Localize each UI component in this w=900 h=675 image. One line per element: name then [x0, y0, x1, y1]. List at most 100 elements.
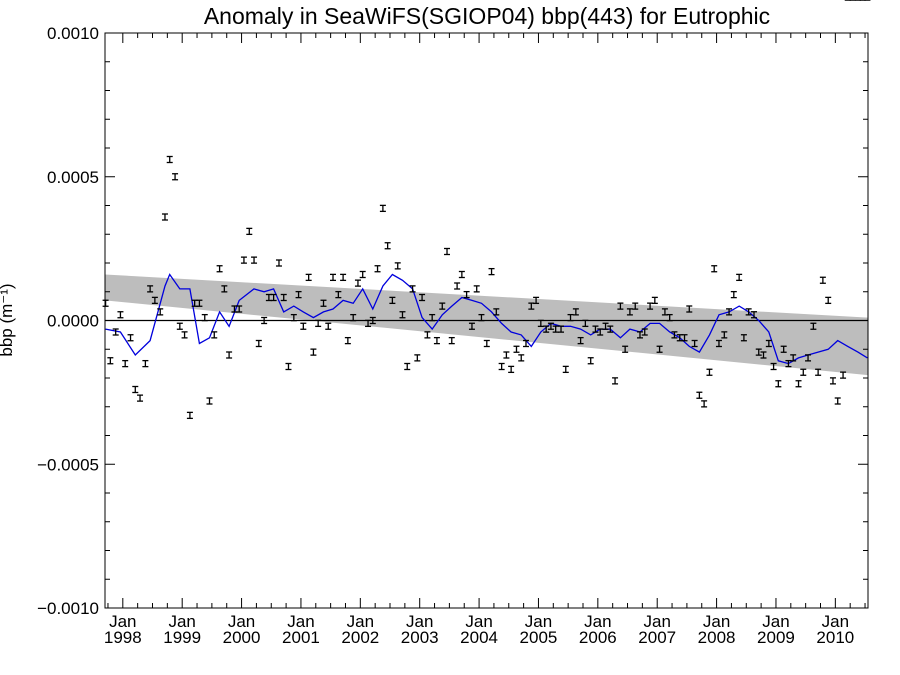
data-point [641, 328, 648, 336]
data-point [815, 368, 822, 376]
data-point [543, 325, 550, 333]
data-point [503, 351, 510, 359]
data-point [315, 319, 322, 328]
data-point [567, 313, 574, 322]
data-point [320, 299, 327, 307]
x-tick-year-label: 2001 [282, 628, 320, 647]
x-tick-year-label: 2003 [401, 628, 439, 647]
data-point [226, 351, 233, 359]
data-point [587, 357, 594, 365]
data-point [547, 322, 554, 330]
data-point [117, 311, 124, 319]
data-point [142, 359, 149, 368]
data-point [374, 265, 381, 273]
data-point [127, 334, 134, 342]
data-point [290, 313, 297, 322]
data-point [458, 270, 465, 279]
x-tick-month-label: Jan [465, 612, 492, 631]
data-point [384, 242, 391, 250]
data-point [552, 325, 559, 333]
data-point [240, 256, 247, 264]
data-point [463, 290, 470, 299]
x-tick-month-label: Jan [762, 612, 789, 631]
data-point [186, 411, 193, 420]
data-point [196, 299, 203, 307]
data-point [221, 285, 228, 293]
data-point [246, 227, 253, 236]
data-point [102, 299, 109, 307]
data-point [261, 316, 268, 325]
x-tick-year-label: 1999 [163, 628, 201, 647]
x-tick-year-label: 2007 [638, 628, 676, 647]
data-point [582, 319, 589, 328]
chart-title: Anomaly in SeaWiFS(SGIOP04) bbp(443) for… [204, 3, 770, 29]
x-tick-month-label: Jan [406, 612, 433, 631]
data-point [522, 339, 529, 348]
data-point [330, 273, 337, 282]
data-point [765, 339, 772, 348]
data-point [617, 302, 624, 310]
data-point [780, 345, 787, 353]
data-point [513, 345, 520, 353]
x-tick-year-label: 2010 [816, 628, 854, 647]
x-tick-year-label: 2006 [579, 628, 617, 647]
data-point [840, 371, 847, 379]
data-point [632, 302, 639, 310]
data-point [365, 319, 372, 328]
data-point [394, 262, 401, 270]
data-point [181, 331, 188, 339]
x-tick-year-label: 2009 [757, 628, 795, 647]
x-tick-month-label: Jan [347, 612, 374, 631]
data-point [636, 331, 643, 339]
x-tick-month-label: Jan [703, 612, 730, 631]
data-point [612, 377, 619, 385]
smooth-line-layer [105, 273, 868, 365]
smooth-series-line [105, 273, 868, 365]
x-tick-year-label: 2004 [460, 628, 498, 647]
data-point [730, 290, 737, 299]
data-point [711, 265, 718, 273]
data-point [433, 336, 440, 345]
data-point [498, 362, 505, 371]
data-point [592, 325, 599, 333]
data-point [444, 247, 451, 256]
y-tick-label: −0.0010 [37, 599, 99, 618]
data-point [562, 365, 569, 374]
x-tick-month-label: Jan [168, 612, 195, 631]
x-tick-year-label: 1998 [104, 628, 142, 647]
data-point [409, 285, 416, 293]
trend-band-layer [105, 274, 868, 376]
data-point [454, 282, 461, 290]
data-point [760, 351, 767, 359]
data-point [607, 325, 614, 333]
x-tick-month-label: Jan [525, 612, 552, 631]
data-point [344, 336, 351, 345]
x-tick-month-label: Jan [287, 612, 314, 631]
data-point [429, 313, 436, 322]
y-tick-label: 0.0005 [47, 168, 99, 187]
x-tick-year-label: 2002 [341, 628, 379, 647]
data-point [597, 328, 604, 336]
data-point [829, 377, 836, 385]
data-point [448, 336, 455, 345]
data-point [726, 308, 733, 316]
data-point [775, 380, 782, 388]
data-point [770, 362, 777, 371]
data-point [335, 290, 342, 299]
x-tick-year-label: 2008 [698, 628, 736, 647]
data-point [508, 365, 515, 374]
y-axis: 0.0010 0.0005 0.0000 −0.0005 −0.0010 [37, 24, 868, 618]
data-point [473, 285, 480, 293]
data-point [488, 267, 495, 276]
trend-band [105, 274, 868, 376]
data-point [468, 322, 475, 330]
y-tick-label: 0.0000 [47, 312, 99, 331]
data-point [706, 368, 713, 376]
data-point [216, 265, 223, 273]
data-point [389, 296, 396, 305]
data-point [285, 362, 292, 371]
data-point [350, 313, 357, 322]
data-point [701, 400, 708, 408]
data-point [151, 296, 158, 305]
data-point [740, 334, 747, 342]
